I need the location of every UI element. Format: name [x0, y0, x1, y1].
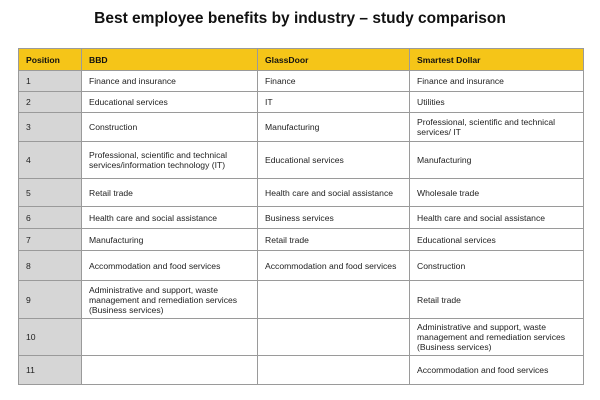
table-row: 5 Retail trade Health care and social assi…	[18, 178, 584, 207]
cell: Administrative and support, waste manage…	[409, 318, 584, 356]
position-cell: 11	[18, 355, 82, 385]
cell: Educational services	[409, 228, 584, 251]
cell: Health care and social assistance	[409, 206, 584, 229]
cell: Manufacturing	[257, 112, 410, 142]
table-row: 10 Administrative and support, waste mana…	[18, 318, 584, 356]
table-row: 9 Administrative and support, waste manag…	[18, 280, 584, 319]
cell: Retail trade	[81, 178, 258, 207]
cell: Professional, scientific and technical s…	[409, 112, 584, 142]
cell: Manufacturing	[81, 228, 258, 251]
cell: Accommodation and food services	[257, 250, 410, 281]
cell: Health care and social assistance	[257, 178, 410, 207]
position-cell: 5	[18, 178, 82, 207]
position-cell: 2	[18, 91, 82, 113]
cell: Retail trade	[409, 280, 584, 319]
cell	[81, 355, 258, 385]
cell: Accommodation and food services	[409, 355, 584, 385]
position-cell: 4	[18, 141, 82, 179]
cell: Finance and insurance	[409, 70, 584, 92]
cell: Administrative and support, waste manage…	[81, 280, 258, 319]
cell: Professional, scientific and technical s…	[81, 141, 258, 179]
cell: Construction	[409, 250, 584, 281]
cell: Educational services	[257, 141, 410, 179]
header-cell: Position	[18, 48, 82, 71]
table-row: 11 Accommodation and food services	[18, 355, 584, 385]
header-cell: BBD	[81, 48, 258, 71]
position-cell: 6	[18, 206, 82, 229]
cell: Utilities	[409, 91, 584, 113]
table-row: 3 Construction Manufacturing Professional, …	[18, 112, 584, 142]
cell	[257, 318, 410, 356]
table-row: 8 Accommodation and food services Accommod…	[18, 250, 584, 281]
header-row: Position BBD GlassDoor Smartest Dollar	[18, 48, 584, 71]
cell: IT	[257, 91, 410, 113]
table-row: 1 Finance and insurance Finance Finance and…	[18, 70, 584, 92]
position-cell: 9	[18, 280, 82, 319]
cell	[81, 318, 258, 356]
comparison-table: Position BBD GlassDoor Smartest Dollar 1 Fin…	[18, 48, 584, 385]
cell: Wholesale trade	[409, 178, 584, 207]
cell: Manufacturing	[409, 141, 584, 179]
title: Best employee benefits by industry – stu…	[94, 10, 506, 27]
cell: Construction	[81, 112, 258, 142]
cell: Accommodation and food services	[81, 250, 258, 281]
position-cell: 3	[18, 112, 82, 142]
table-row: 2 Educational services IT Utilities	[18, 91, 584, 113]
position-cell: 8	[18, 250, 82, 281]
header-cell: Smartest Dollar	[409, 48, 584, 71]
position-cell: 7	[18, 228, 82, 251]
cell: Health care and social assistance	[81, 206, 258, 229]
cell: Retail trade	[257, 228, 410, 251]
header-cell: GlassDoor	[257, 48, 410, 71]
table-row: 7 Manufacturing Retail trade Educational se…	[18, 228, 584, 251]
cell: Business services	[257, 206, 410, 229]
cell	[257, 355, 410, 385]
position-cell: 1	[18, 70, 82, 92]
table-row: 4 Professional, scientific and technical …	[18, 141, 584, 179]
table-row: 6 Health care and social assistance Busine…	[18, 206, 584, 229]
cell: Educational services	[81, 91, 258, 113]
cell: Finance and insurance	[81, 70, 258, 92]
cell	[257, 280, 410, 319]
position-cell: 10	[18, 318, 82, 356]
cell: Finance	[257, 70, 410, 92]
